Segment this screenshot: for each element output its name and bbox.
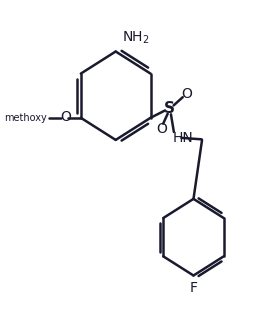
Text: O: O [60, 110, 71, 124]
Text: O: O [181, 87, 192, 101]
Text: F: F [190, 281, 197, 295]
Text: S: S [164, 101, 175, 116]
Text: methoxy: methoxy [4, 113, 47, 123]
Text: NH$_2$: NH$_2$ [122, 30, 149, 46]
Text: O: O [156, 122, 167, 136]
Text: HN: HN [173, 131, 193, 146]
